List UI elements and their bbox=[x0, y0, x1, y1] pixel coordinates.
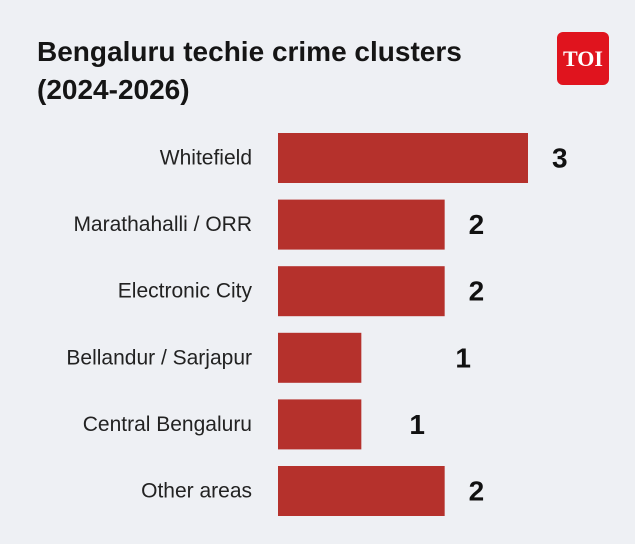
category-label: Central Bengaluru bbox=[83, 413, 252, 436]
bar bbox=[278, 399, 362, 450]
bar bbox=[278, 199, 445, 250]
value-label: 2 bbox=[469, 276, 485, 307]
bar bbox=[278, 266, 445, 317]
value-label: 1 bbox=[409, 409, 425, 440]
toi-logo-text: TOI bbox=[563, 45, 603, 71]
chart-title: Bengaluru techie crime clusters (2024-20… bbox=[37, 36, 462, 105]
value-label: 3 bbox=[552, 143, 568, 174]
category-label: Bellandur / Sarjapur bbox=[66, 346, 252, 369]
category-label: Whitefield bbox=[160, 147, 252, 170]
value-label: 1 bbox=[455, 342, 471, 373]
value-label: 2 bbox=[469, 209, 485, 240]
category-label: Marathahalli / ORR bbox=[73, 213, 252, 236]
toi-logo: TOI bbox=[557, 32, 609, 85]
bar bbox=[278, 466, 445, 516]
value-label: 2 bbox=[469, 476, 485, 507]
bar bbox=[278, 133, 528, 183]
category-label: Electronic City bbox=[118, 280, 253, 303]
category-label: Other areas bbox=[141, 480, 252, 503]
bar bbox=[278, 332, 362, 383]
